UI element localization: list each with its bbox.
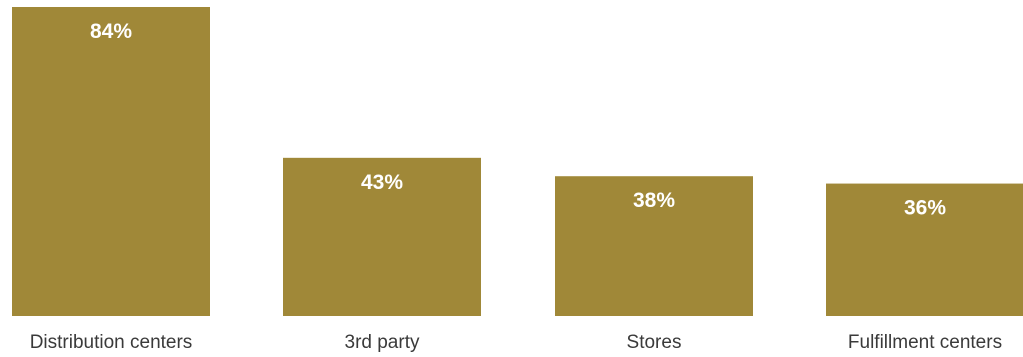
bar-fulfillment-centers — [826, 183, 1023, 316]
category-label: Distribution centers — [30, 332, 193, 353]
category-label: 3rd party — [345, 332, 420, 353]
data-label: 43% — [361, 171, 403, 194]
category-label: Fulfillment centers — [848, 332, 1002, 353]
category-label: Stores — [627, 332, 682, 353]
bar-stores — [555, 176, 753, 316]
bar-distribution-centers — [12, 7, 210, 316]
data-label: 84% — [90, 20, 132, 43]
data-label: 36% — [904, 197, 946, 220]
bar-3rd-party — [283, 157, 481, 316]
data-label: 38% — [633, 189, 675, 212]
